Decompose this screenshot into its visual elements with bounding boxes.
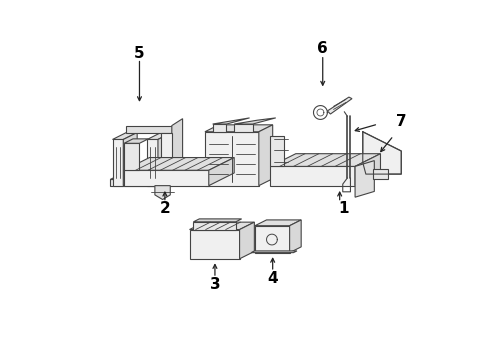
Text: 5: 5 — [134, 46, 145, 61]
Polygon shape — [147, 139, 158, 186]
Polygon shape — [255, 220, 301, 226]
Polygon shape — [270, 166, 355, 186]
Polygon shape — [147, 132, 172, 139]
Polygon shape — [363, 132, 401, 174]
Polygon shape — [110, 180, 171, 186]
Polygon shape — [113, 139, 123, 186]
Polygon shape — [205, 125, 273, 132]
Polygon shape — [213, 124, 226, 132]
Polygon shape — [123, 132, 137, 186]
Polygon shape — [355, 154, 381, 186]
Polygon shape — [190, 230, 240, 259]
Text: 7: 7 — [396, 114, 407, 129]
Polygon shape — [234, 118, 276, 124]
Polygon shape — [172, 119, 183, 179]
Text: 6: 6 — [318, 41, 328, 56]
Text: 3: 3 — [210, 277, 220, 292]
Polygon shape — [255, 226, 290, 253]
Polygon shape — [205, 132, 259, 186]
Polygon shape — [373, 169, 388, 179]
Polygon shape — [290, 220, 301, 253]
Polygon shape — [251, 251, 297, 253]
Text: 2: 2 — [160, 201, 170, 216]
Polygon shape — [209, 158, 234, 186]
Polygon shape — [234, 124, 253, 132]
Polygon shape — [124, 139, 148, 143]
Polygon shape — [355, 161, 374, 197]
Polygon shape — [110, 172, 185, 180]
Polygon shape — [270, 154, 381, 166]
Polygon shape — [124, 170, 209, 186]
Polygon shape — [213, 118, 249, 124]
Text: 1: 1 — [338, 201, 349, 216]
Text: 4: 4 — [268, 271, 278, 285]
Polygon shape — [190, 222, 254, 230]
Polygon shape — [194, 222, 236, 230]
Polygon shape — [259, 125, 273, 186]
Polygon shape — [113, 132, 137, 139]
Polygon shape — [124, 143, 140, 170]
Polygon shape — [158, 132, 172, 186]
Polygon shape — [327, 97, 352, 114]
Polygon shape — [124, 158, 234, 170]
Polygon shape — [155, 186, 171, 199]
Polygon shape — [161, 132, 172, 179]
Polygon shape — [194, 219, 242, 222]
Polygon shape — [270, 136, 284, 166]
Polygon shape — [240, 222, 254, 259]
Polygon shape — [126, 126, 172, 132]
